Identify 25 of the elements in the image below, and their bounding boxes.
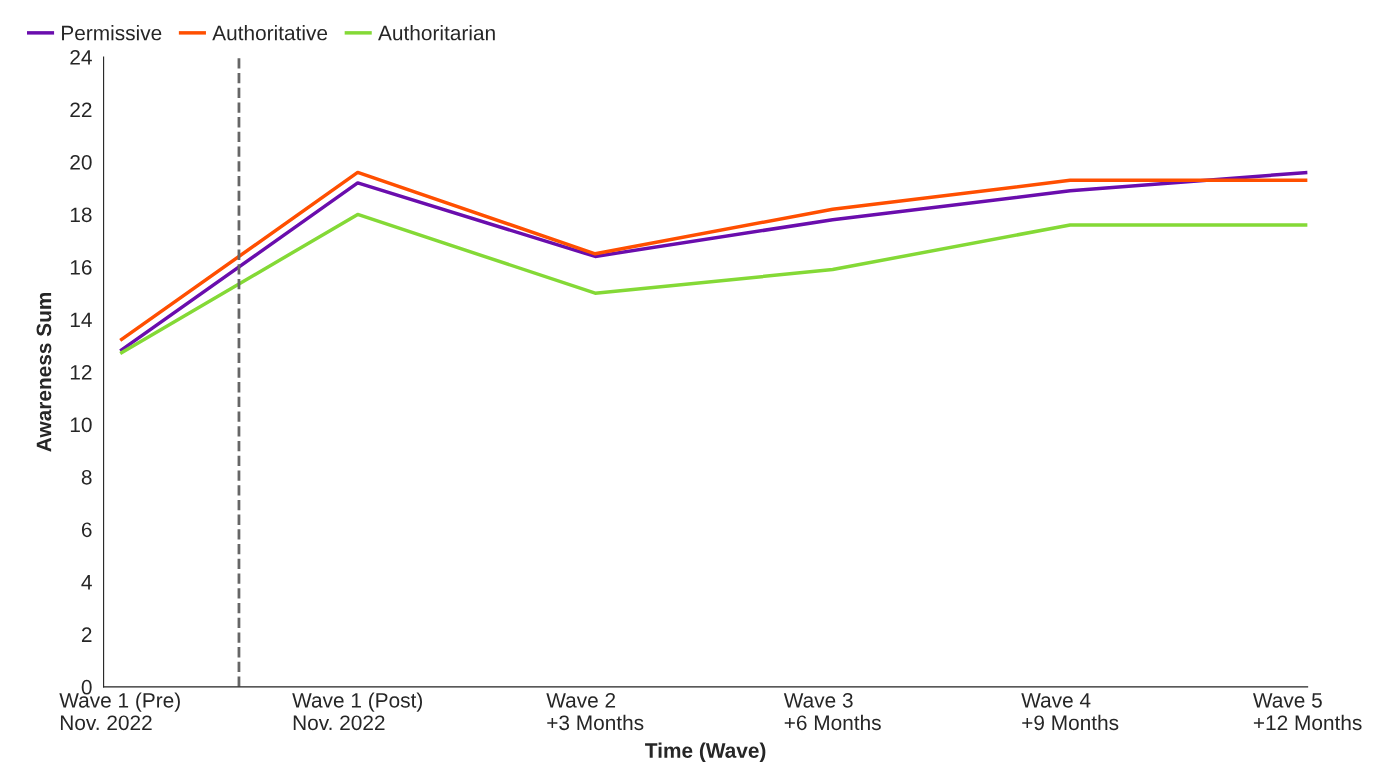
- line-series: [118, 212, 1308, 356]
- y-tick-label: 0: [81, 679, 92, 695]
- x-tick-label: Wave 1 (Post) Nov. 2022: [292, 692, 423, 731]
- x-tick-label: Wave 5 +12 Months: [1252, 693, 1362, 731]
- y-tick-label: 20: [70, 154, 92, 170]
- y-tick-label: 18: [70, 207, 92, 223]
- x-tick-label: Wave 1 (Pre) Nov. 2022: [59, 692, 180, 731]
- y-axis-title: Awareness Sum: [36, 292, 52, 452]
- y-tick-label: 22: [70, 102, 92, 118]
- y-tick-label: 16: [70, 259, 92, 275]
- y-tick-label: 4: [81, 575, 92, 590]
- y-tick-label: 10: [70, 417, 92, 433]
- y-tick-label: 12: [70, 364, 92, 380]
- x-tick-label: Wave 3 +6 Months: [783, 692, 881, 731]
- legend-label: Authoritative: [212, 25, 328, 41]
- x-axis-title: Time (Wave): [645, 742, 766, 763]
- x-tick-label: Wave 2 +3 Months: [546, 692, 644, 731]
- legend-label: Authoritarian: [378, 25, 495, 41]
- y-tick-label: 6: [81, 522, 92, 538]
- y-tick-label: 2: [81, 627, 92, 642]
- y-tick-label: 14: [70, 312, 92, 327]
- y-tick-label: 24: [70, 49, 92, 65]
- legend-label: Permissive: [62, 25, 162, 41]
- x-tick-label: Wave 4 +9 Months: [1021, 693, 1119, 731]
- y-tick-label: 8: [81, 469, 92, 485]
